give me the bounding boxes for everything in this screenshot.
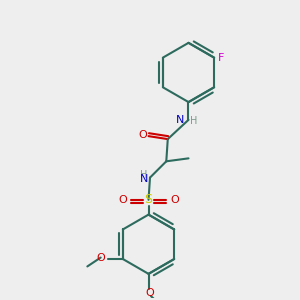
Text: S: S [145,193,152,206]
Text: O: O [96,253,105,262]
Text: N: N [176,115,184,125]
Text: N: N [140,174,148,184]
Text: O: O [146,287,154,298]
Text: O: O [170,195,179,205]
Text: H: H [190,116,197,126]
Text: H: H [140,169,147,180]
Text: O: O [118,195,127,205]
Text: F: F [218,53,225,63]
Text: O: O [139,130,148,140]
